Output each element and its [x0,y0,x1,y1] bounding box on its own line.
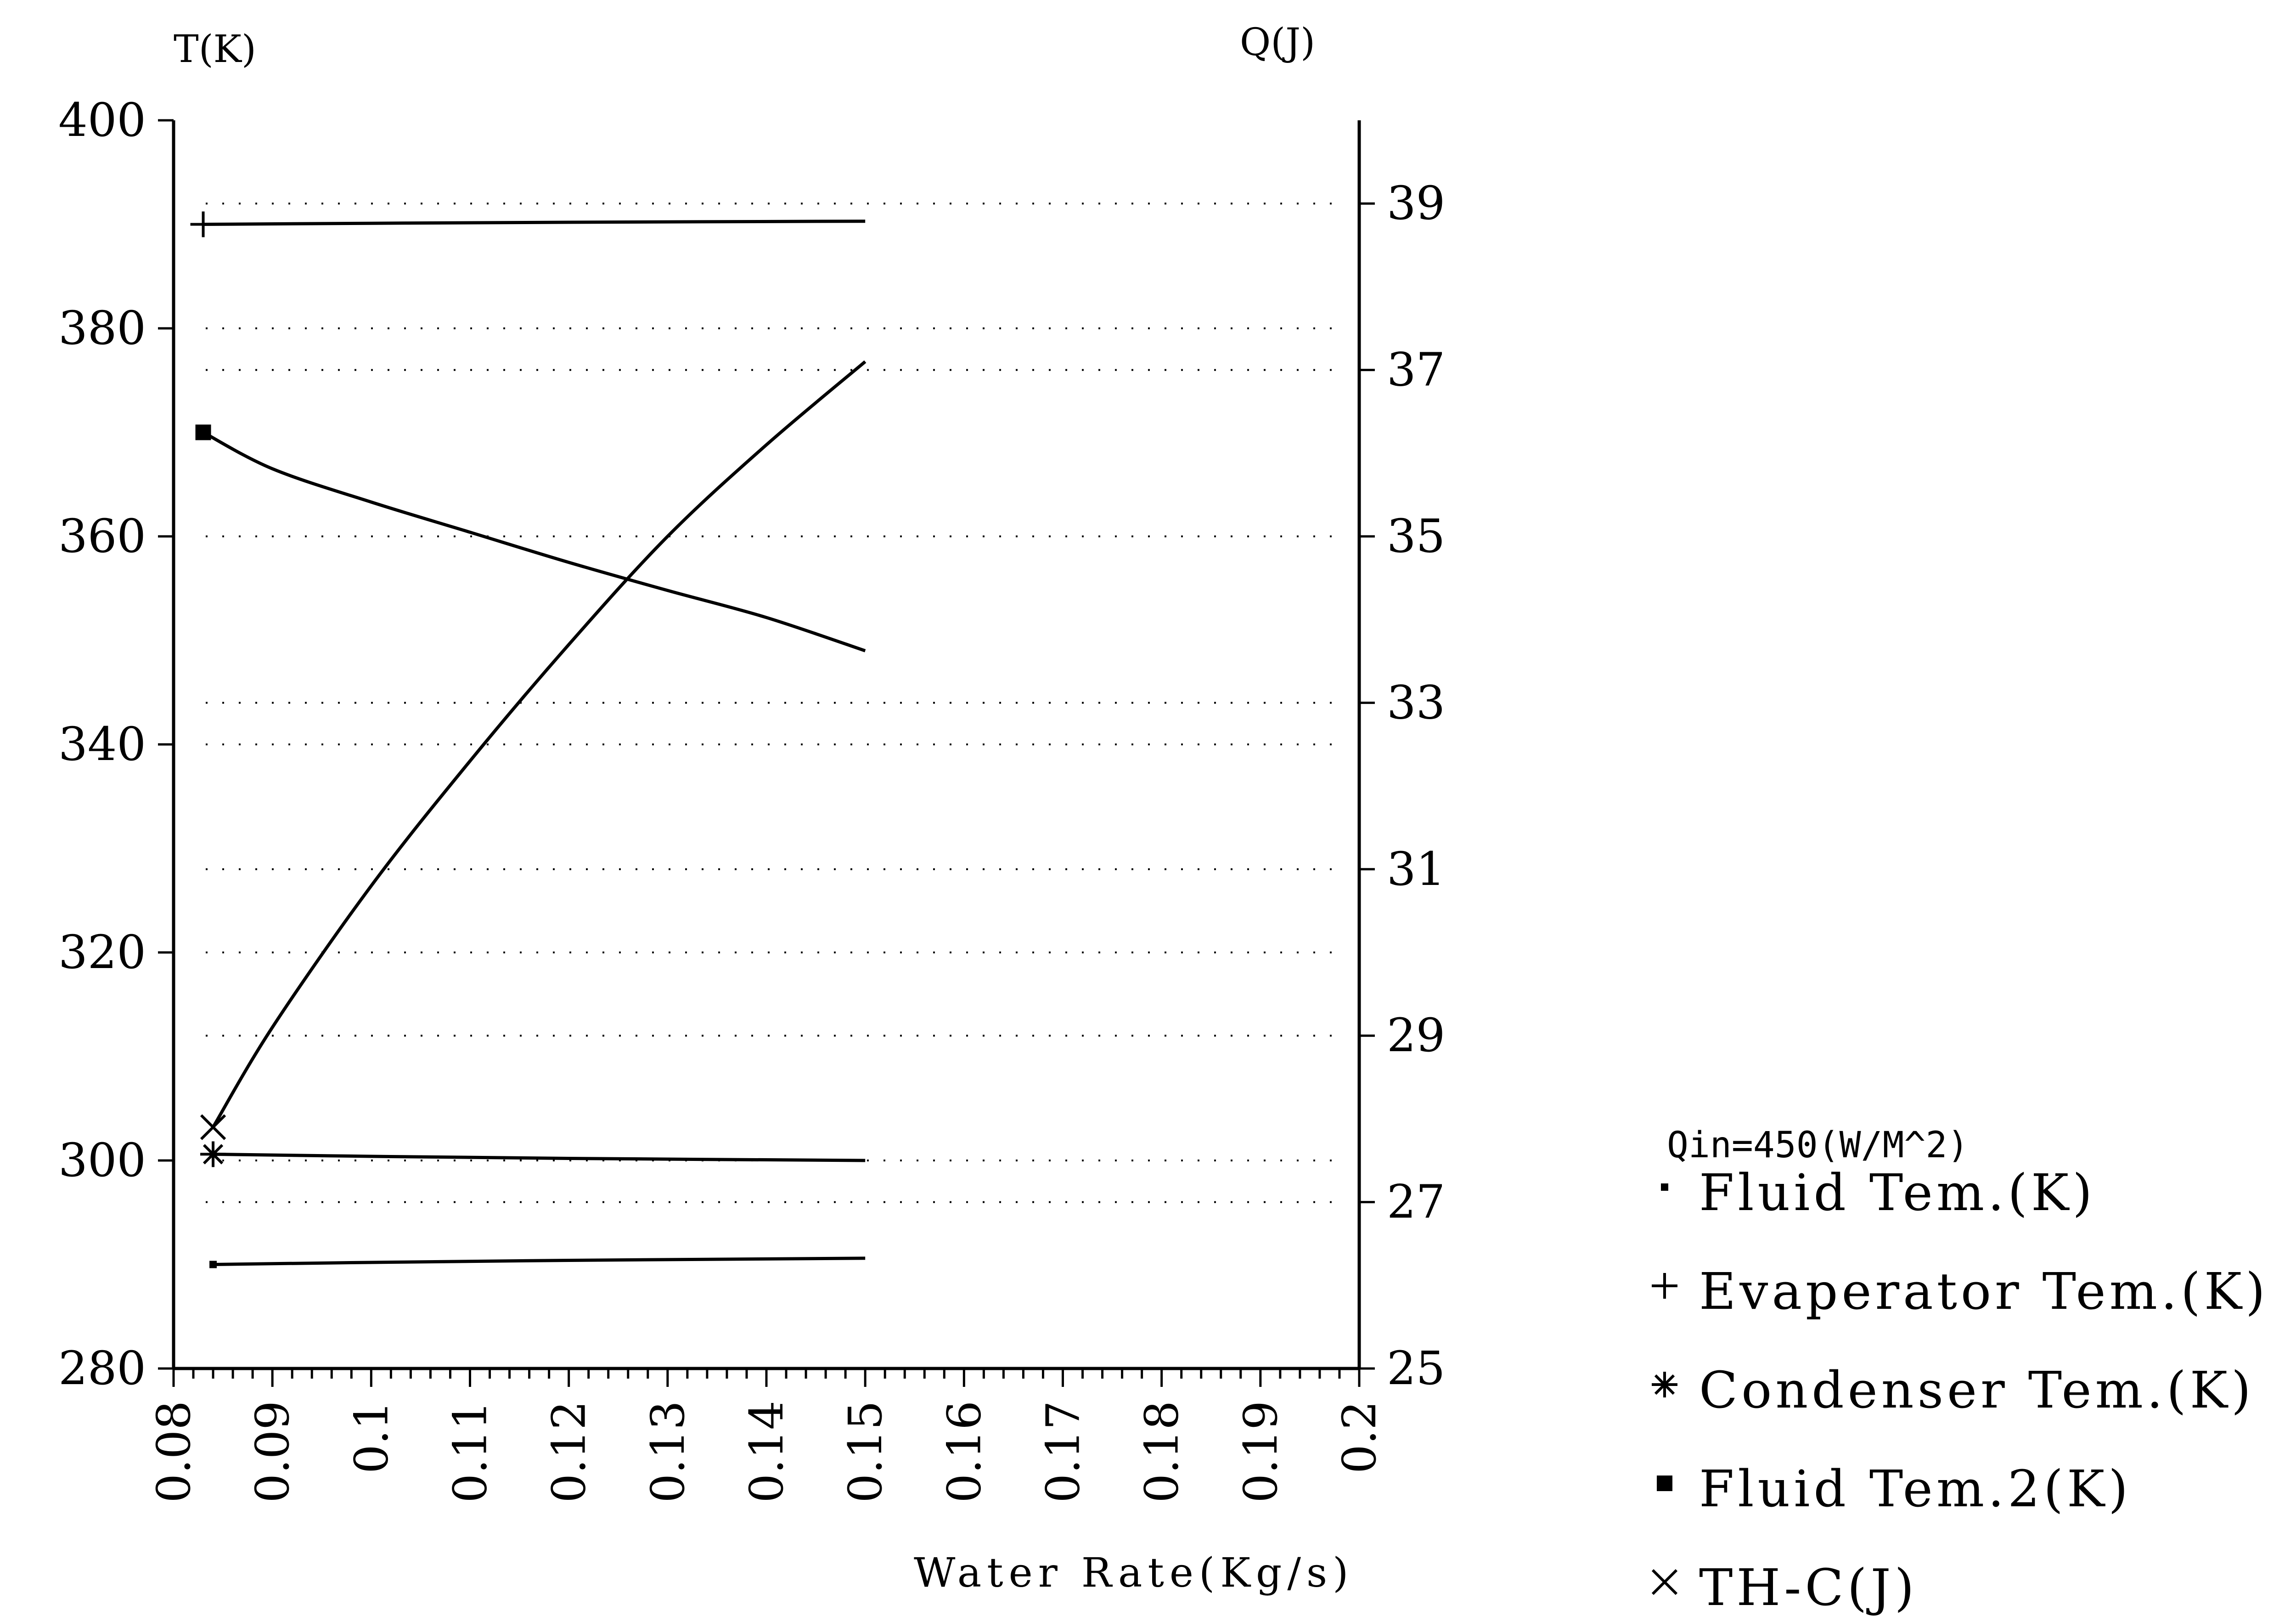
series-line-4 [212,360,867,1128]
right-tick-label: 37 [1387,343,1445,397]
series-line-3 [202,431,866,653]
x-tick-label: 0.08 [147,1401,201,1503]
x-tick-label: 0.14 [740,1401,793,1503]
right-tick-label: 33 [1387,676,1445,729]
right-axis-title: Q(J) [1240,21,1315,64]
right-tick-label: 31 [1387,842,1445,896]
marker-asterisk [200,1141,226,1167]
left-tick-label: 280 [58,1341,146,1395]
x-tick-label: 0.18 [1135,1401,1189,1503]
x-tick-label: 0.11 [444,1401,497,1503]
series-line-0 [213,1256,866,1266]
x-tick-label: 0.12 [542,1401,596,1503]
left-tick-label: 300 [58,1133,146,1187]
x-tick-label: 0.17 [1036,1401,1090,1503]
x-tick-label: 0.2 [1333,1401,1386,1474]
right-tick-label: 39 [1387,176,1445,230]
legend-label: Fluid Tem.(K) [1699,1163,2096,1222]
marker-dot [1661,1183,1668,1191]
left-tick-label: 380 [58,301,146,355]
series [202,220,867,1266]
right-tick-label: 27 [1387,1175,1445,1229]
x-tick-label: 0.16 [937,1401,991,1503]
series-line-2 [213,1152,866,1162]
x-tick-label: 0.1 [344,1401,398,1474]
marker-square [1657,1476,1672,1491]
right-tick-label: 29 [1387,1008,1445,1062]
right-tick-label: 25 [1387,1341,1445,1395]
gridlines [206,203,1341,1203]
legend-label: Evaperator Tem.(K) [1699,1262,2269,1321]
marker-plus [1652,1273,1677,1299]
legend: Qin=450(W/M^2) Fluid Tem.(K) Evaperator T… [1651,1125,2269,1617]
marker-x [1651,1569,1678,1595]
left-axis-title: T(K) [174,28,256,71]
marker-plus [190,211,216,237]
right-tick-label: 35 [1387,509,1445,563]
series-line-1 [203,220,866,226]
marker-x [200,1114,226,1140]
legend-label: Fluid Tem.2(K) [1699,1459,2132,1518]
left-tick-label: 340 [58,717,146,771]
marker-asterisk [1652,1372,1677,1397]
markers [190,211,226,1268]
legend-label: Condenser Tem.(K) [1699,1361,2255,1419]
x-tick-label: 0.13 [641,1401,695,1503]
left-tick-label: 320 [58,925,146,979]
x-tick-label: 0.09 [246,1401,299,1503]
x-axis-title: Water Rate(Kg/s) [914,1549,1354,1596]
legend-label: TH-C(J) [1699,1558,1918,1617]
x-tick-label: 0.15 [838,1401,892,1503]
left-tick-label: 360 [58,509,146,563]
marker-square [195,424,211,440]
legend-title: Qin=450(W/M^2) [1667,1125,1969,1166]
left-tick-label: 400 [58,93,146,147]
marker-dot [209,1261,217,1268]
x-tick-label: 0.19 [1234,1401,1288,1503]
ticks: 280 300 320 340 360 380 400 25 27 29 31 33 35 37 39 0.0… [58,93,1445,1503]
